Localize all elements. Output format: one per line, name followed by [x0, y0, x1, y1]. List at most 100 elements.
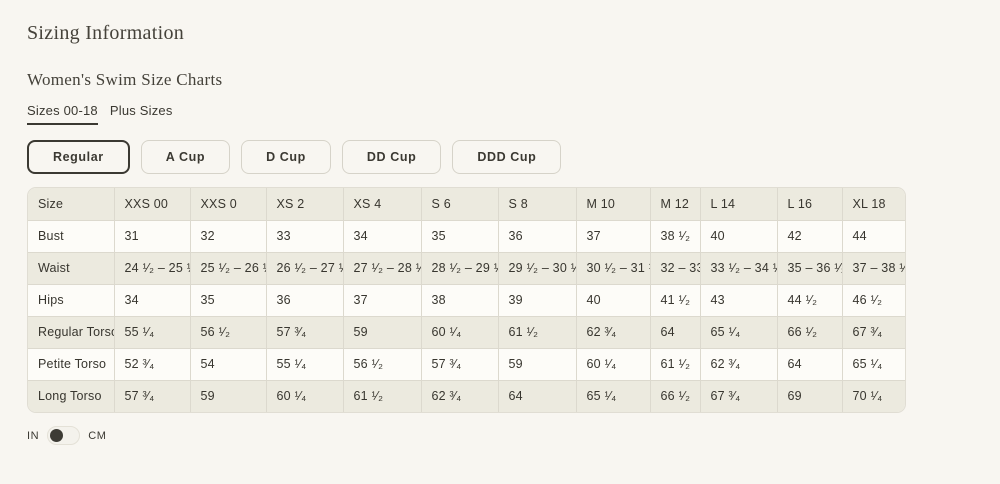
size-value-cell: 25 ¹⁄₂ – 26 ¹⁄₂ — [190, 252, 267, 285]
filter-regular-button[interactable]: Regular — [27, 140, 130, 174]
size-value-cell: 27 ¹⁄₂ – 28 ¹⁄₂ — [343, 252, 422, 285]
size-value-cell: 36 — [266, 284, 344, 317]
table-row: Bust 31 32 33 34 35 36 37 38 ¹⁄₂ 40 42 44 — [28, 220, 905, 253]
cup-filter-group: Regular A Cup D Cup DD Cup DDD Cup — [27, 140, 973, 174]
size-value-cell: 30 ¹⁄₂ – 31 ¹⁄₂ — [576, 252, 651, 285]
size-value-cell: 32 — [190, 220, 267, 253]
column-header: L 16 — [777, 188, 843, 221]
size-value-cell: 66 ¹⁄₂ — [650, 380, 701, 412]
size-value-cell: 38 ¹⁄₂ — [650, 220, 701, 253]
size-column-header: Size — [28, 188, 115, 221]
section-title: Women's Swim Size Charts — [27, 70, 223, 89]
unit-cm-label: CM — [88, 429, 107, 442]
filter-d-cup-button[interactable]: D Cup — [241, 140, 331, 174]
unit-in-label: IN — [27, 429, 40, 442]
size-value-cell: 65 ¹⁄₄ — [700, 316, 778, 349]
size-value-cell: 66 ¹⁄₂ — [777, 316, 843, 349]
size-value-cell: 62 ³⁄₄ — [576, 316, 651, 349]
column-header: XXS 0 — [190, 188, 267, 221]
size-value-cell: 29 ¹⁄₂ – 30 ¹⁄₂ — [498, 252, 577, 285]
tab-plus-sizes[interactable]: Plus Sizes — [109, 103, 173, 118]
size-value-cell: 44 ¹⁄₂ — [777, 284, 843, 317]
size-value-cell: 55 ¹⁄₄ — [266, 348, 344, 381]
size-value-cell: 34 — [114, 284, 191, 317]
size-value-cell: 37 – 38 ¹⁄₂ — [842, 252, 905, 285]
size-value-cell: 59 — [190, 380, 267, 412]
size-value-cell: 59 — [498, 348, 577, 381]
size-value-cell: 35 — [421, 220, 499, 253]
size-value-cell: 70 ¹⁄₄ — [852, 389, 883, 404]
size-value-cell: 60 ¹⁄₄ — [576, 348, 651, 381]
row-label: Long Torso — [28, 380, 115, 412]
sizing-page: Sizing Information Women's Swim Size Cha… — [27, 22, 973, 445]
table-row: Long Torso 57 ³⁄₄ 59 60 ¹⁄₄ 61 ¹⁄₂ 62 ³⁄₄ 64 65… — [28, 380, 905, 412]
size-value-cell: 56 ¹⁄₂ — [190, 316, 267, 349]
column-header: XXS 00 — [114, 188, 191, 221]
row-label: Regular Torso — [28, 316, 115, 349]
unit-toggle-switch[interactable] — [47, 426, 81, 445]
size-value-cell: 33 — [266, 220, 344, 253]
toggle-knob-icon — [50, 429, 64, 442]
size-value-cell: 59 — [343, 316, 422, 349]
size-value-cell: 60 ¹⁄₄ — [266, 380, 344, 412]
size-value-cell: 69 — [777, 380, 843, 412]
size-value-cell: 60 ¹⁄₄ — [421, 316, 499, 349]
page-title: Sizing Information — [27, 22, 185, 44]
size-value-cell: 64 — [498, 380, 577, 412]
column-header: M 10 — [576, 188, 651, 221]
size-value-cell: 37 — [343, 284, 422, 317]
size-value-cell: 61 ¹⁄₂ — [343, 380, 422, 412]
size-value-cell: 33 ¹⁄₂ – 34 ¹⁄₂ — [700, 252, 778, 285]
column-header: L 14 — [700, 188, 778, 221]
size-value-cell: 40 — [700, 220, 778, 253]
size-value-cell: 52 ³⁄₄ — [114, 348, 191, 381]
filter-ddd-cup-button[interactable]: DDD Cup — [452, 140, 562, 174]
table-row: Hips 34 35 36 37 38 39 40 41 ¹⁄₂ 43 44 ¹⁄₂ 46 ¹⁄₂ — [28, 284, 905, 317]
size-value-cell: 67 ³⁄₄ — [842, 316, 905, 349]
size-value-cell: 56 ¹⁄₂ — [343, 348, 422, 381]
size-value-cell: 64 — [650, 316, 701, 349]
size-value-cell: 42 — [777, 220, 843, 253]
size-value-cell: 39 — [498, 284, 577, 317]
size-value-cell: 41 ¹⁄₂ — [650, 284, 701, 317]
tab-sizes-00-18[interactable]: Sizes 00-18 — [27, 103, 98, 125]
size-range-tabs: Sizes 00-18 Plus Sizes — [27, 103, 973, 125]
size-value-cell: 62 ³⁄₄ — [421, 380, 499, 412]
size-value-cell: 64 — [777, 348, 843, 381]
size-value-cell: 37 — [576, 220, 651, 253]
filter-a-cup-button[interactable]: A Cup — [140, 140, 231, 174]
size-value-cell: 46 ¹⁄₂ — [842, 284, 905, 317]
size-value-cell: 57 ³⁄₄ — [421, 348, 499, 381]
size-value-cell: 35 — [190, 284, 267, 317]
size-value-cell: 31 — [114, 220, 191, 253]
column-header: S 6 — [421, 188, 499, 221]
size-value-cell: 55 ¹⁄₄ — [114, 316, 191, 349]
size-value-cell: 62 ³⁄₄ — [700, 348, 778, 381]
row-label: Waist — [28, 252, 115, 285]
size-value-cell: 26 ¹⁄₂ – 27 ¹⁄₂ — [266, 252, 344, 285]
size-value-cell: 24 ¹⁄₂ – 25 ¹⁄₂ — [114, 252, 191, 285]
column-header: XL 18 — [842, 188, 905, 221]
size-value-cell: 54 — [190, 348, 267, 381]
size-value-cell: 38 — [421, 284, 499, 317]
size-value-cell: 34 — [343, 220, 422, 253]
row-label: Petite Torso — [28, 348, 115, 381]
size-value-cell: 61 ¹⁄₂ — [650, 348, 701, 381]
table-row: Petite Torso 52 ³⁄₄ 54 55 ¹⁄₄ 56 ¹⁄₂ 57 ³⁄₄ 59… — [28, 348, 905, 381]
size-value-cell: 65 ¹⁄₄ — [576, 380, 651, 412]
table-row: Regular Torso 55 ¹⁄₄ 56 ¹⁄₂ 57 ³⁄₄ 59 60 ¹⁄₄ 6… — [28, 316, 905, 349]
filter-dd-cup-button[interactable]: DD Cup — [341, 140, 442, 174]
size-value-cell: 57 ³⁄₄ — [266, 316, 344, 349]
size-value-cell: 65 ¹⁄₄ — [842, 348, 905, 381]
column-header: XS 4 — [343, 188, 422, 221]
size-value-cell: 36 — [498, 220, 577, 253]
row-label: Bust — [28, 220, 115, 253]
column-header: M 12 — [650, 188, 701, 221]
size-value-cell: 32 – 33 — [650, 252, 701, 285]
size-value-cell: 61 ¹⁄₂ — [498, 316, 577, 349]
column-header: S 8 — [498, 188, 577, 221]
size-value-cell: 44 — [842, 220, 905, 253]
